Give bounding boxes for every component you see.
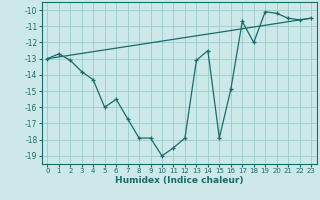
X-axis label: Humidex (Indice chaleur): Humidex (Indice chaleur) <box>115 176 244 185</box>
